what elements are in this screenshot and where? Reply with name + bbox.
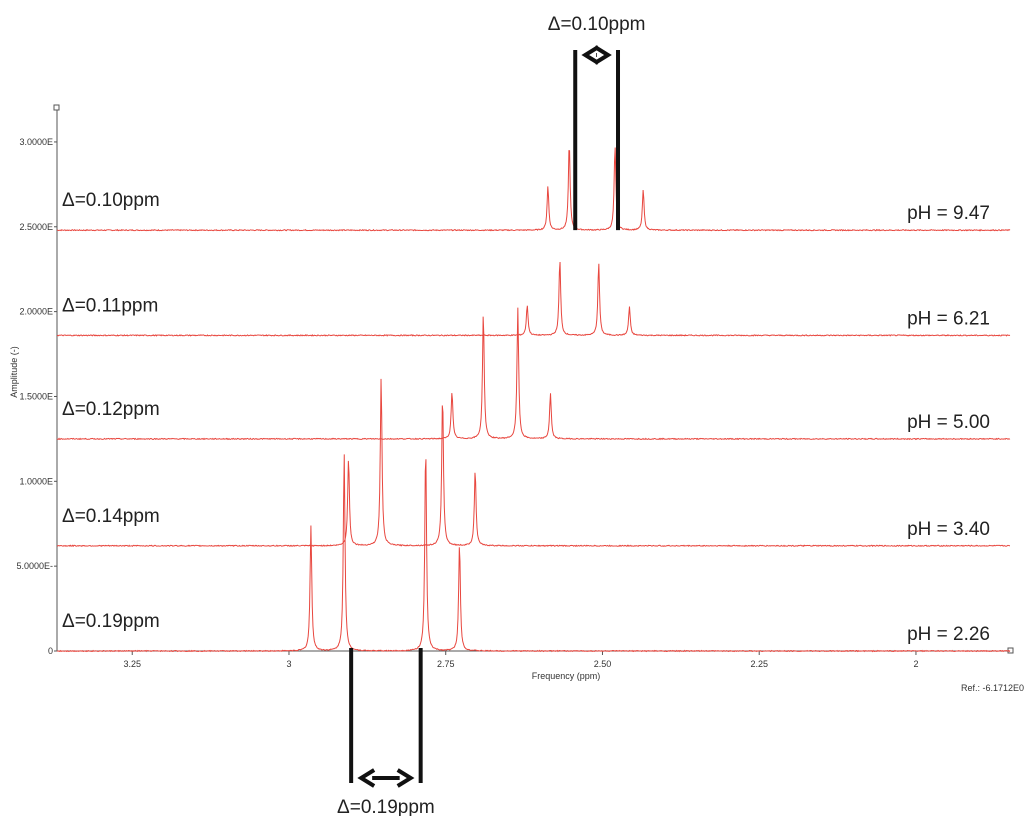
- y-axis-end-marker: [53, 104, 60, 111]
- reference-label: Ref.: -6.1712E0: [961, 683, 1024, 693]
- row-delta-label: Δ=0.14ppm: [62, 506, 160, 527]
- spectrum-trace: [56, 262, 1011, 337]
- annotation-label: Δ=0.19ppm: [337, 797, 435, 816]
- arrow-head-right: [396, 768, 415, 788]
- y-tick-label: 0: [48, 646, 53, 656]
- x-ticks: 3.25 3 2.75 2.50 2.25 2: [123, 651, 918, 669]
- y-axis-title: Amplitude (-): [9, 346, 19, 398]
- row-delta-label: Δ=0.11ppm: [62, 295, 158, 316]
- spectra-traces: [56, 147, 1011, 653]
- arrow-head-left: [357, 768, 376, 788]
- row-ph-label: pH = 6.21: [907, 308, 990, 329]
- row-delta-label: Δ=0.10ppm: [62, 190, 160, 211]
- row-ph-label: pH = 9.47: [907, 203, 990, 224]
- x-tick-label: 3.25: [123, 659, 141, 669]
- arrow-head-right: [593, 45, 612, 65]
- x-tick-label: 2.25: [750, 659, 768, 669]
- x-axis-title: Frequency (ppm): [532, 671, 601, 681]
- row-ph-label: pH = 2.26: [907, 624, 990, 645]
- y-tick-label: 1.0000E: [19, 476, 53, 486]
- x-tick-label: 2: [913, 659, 918, 669]
- spectrum-trace: [56, 307, 1011, 441]
- delta-annotations: Δ=0.10ppm Δ=0.19ppm: [337, 14, 645, 816]
- y-tick-label: 2.5000E: [19, 222, 53, 232]
- y-tick-label: 1.5000E: [19, 391, 53, 401]
- delta-annotation: Δ=0.19ppm: [337, 648, 435, 816]
- delta-annotation: Δ=0.10ppm: [548, 14, 646, 231]
- y-ticks: 0 5.0000E- 1.0000E 1.5000E 2.0000E 2.5000E 3.0…: [16, 137, 57, 656]
- y-tick-label: 5.0000E-: [16, 561, 53, 571]
- x-tick-label: 2.50: [594, 659, 612, 669]
- annotation-label: Δ=0.10ppm: [548, 14, 646, 35]
- row-delta-label: Δ=0.19ppm: [62, 611, 160, 632]
- row-labels: Δ=0.10ppm pH = 9.47 Δ=0.11ppm pH = 6.21 Δ=0.…: [62, 190, 990, 645]
- spectrum-trace: [56, 378, 1011, 548]
- y-tick-label: 2.0000E: [19, 307, 53, 317]
- row-delta-label: Δ=0.12ppm: [62, 399, 160, 420]
- arrow-head-left: [581, 45, 600, 65]
- spectrum-trace: [56, 454, 1011, 653]
- row-ph-label: pH = 5.00: [907, 412, 990, 433]
- x-tick-label: 2.75: [437, 659, 455, 669]
- x-tick-label: 3: [286, 659, 291, 669]
- row-ph-label: pH = 3.40: [907, 519, 990, 540]
- spectrum-trace: [56, 147, 1011, 232]
- y-tick-label: 3.0000E: [19, 137, 53, 147]
